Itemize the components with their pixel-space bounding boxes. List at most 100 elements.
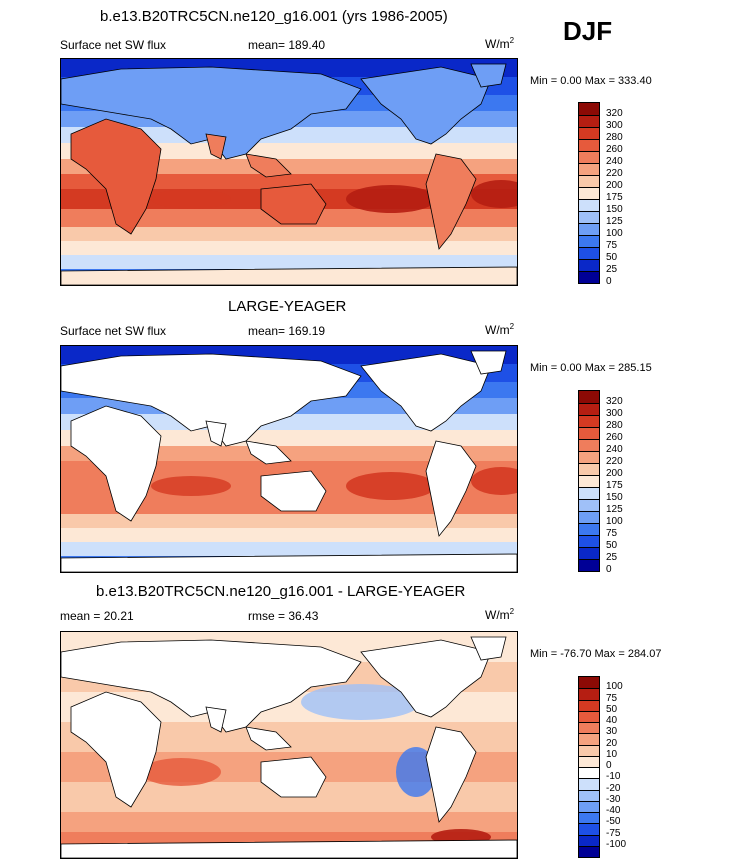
panel1-variable-label: Surface net SW flux (60, 38, 167, 52)
colorbar-swatch (579, 415, 599, 427)
colorbar-tick-label: 125 (606, 216, 623, 227)
colorbar-swatch (579, 523, 599, 535)
panel3-minmax: Min = -76.70 Max = 284.07 (530, 648, 662, 660)
colorbar-swatch (579, 127, 599, 139)
colorbar-swatch (579, 559, 599, 571)
panel3-rmse-label: rmse = 36.43 (248, 609, 319, 623)
colorbar-tick-label: 40 (606, 715, 618, 726)
colorbar-tick-label: -10 (606, 771, 621, 783)
panel2-minmax: Min = 0.00 Max = 285.15 (530, 362, 652, 374)
colorbar-swatch (579, 845, 599, 857)
panel1-mean-label: mean= 189.40 (248, 38, 326, 52)
colorbar-swatch (579, 115, 599, 127)
colorbar-tick-label: 0 (606, 760, 612, 771)
colorbar-tick-label: 320 (606, 108, 623, 119)
panel1-map (60, 58, 518, 286)
colorbar-tick-label: 25 (606, 552, 618, 563)
colorbar-swatch (579, 699, 599, 711)
colorbar-tick-label: -30 (606, 793, 621, 805)
colorbar-swatch (579, 778, 599, 790)
colorbar-swatch (579, 475, 599, 487)
colorbar-swatch (579, 812, 599, 824)
colorbar-swatch (579, 391, 599, 403)
colorbar-tick-label: 0 (606, 276, 612, 287)
colorbar-tick-label: 260 (606, 432, 623, 443)
colorbar-swatch (579, 733, 599, 745)
colorbar-swatch (579, 199, 599, 211)
colorbar-tick-label: 220 (606, 456, 623, 467)
colorbar-tick-label: 175 (606, 192, 623, 203)
colorbar-tick-label: 50 (606, 540, 618, 551)
colorbar-tick-label: 320 (606, 396, 623, 407)
colorbar-tick-label: -20 (606, 782, 621, 794)
colorbar-tick-label: -100 (606, 838, 627, 850)
colorbar-swatch (579, 767, 599, 779)
panel2-units: W/m2 (485, 322, 515, 337)
panel1-minmax: Min = 0.00 Max = 333.40 (530, 75, 652, 87)
colorbar-tick-label: 20 (606, 737, 618, 749)
colorbar-tick-label: 75 (606, 528, 618, 539)
colorbar-tick-label: 175 (606, 480, 623, 491)
colorbar-tick-label: 0 (606, 564, 612, 575)
colorbar-tick-label: 260 (606, 144, 623, 155)
colorbar-tick-label: -50 (606, 816, 621, 828)
panel2-map (60, 345, 518, 573)
colorbar-swatch (579, 755, 599, 767)
colorbar-tick-label: 150 (606, 492, 623, 503)
panel3-mean-label: mean = 20.21 (60, 609, 134, 623)
colorbar-swatch (579, 499, 599, 511)
panel3-title: b.e13.B20TRC5CN.ne120_g16.001 - LARGE-YE… (96, 583, 466, 600)
colorbar-swatch (579, 139, 599, 151)
colorbar-tick-label: 125 (606, 504, 623, 515)
panel3-colorbar (578, 676, 600, 858)
colorbar-tick-label: 100 (606, 228, 623, 239)
colorbar-swatch (579, 823, 599, 835)
colorbar-tick-label: 200 (606, 180, 623, 191)
colorbar-swatch (579, 688, 599, 700)
colorbar-swatch (579, 211, 599, 223)
colorbar-swatch (579, 187, 599, 199)
colorbar-swatch (579, 744, 599, 756)
colorbar-swatch (579, 511, 599, 523)
colorbar-tick-label: 30 (606, 726, 618, 738)
colorbar-swatch (579, 103, 599, 115)
colorbar-swatch (579, 789, 599, 801)
colorbar-tick-label: 50 (606, 252, 618, 263)
colorbar-tick-label: 25 (606, 264, 618, 275)
season-label: DJF (563, 16, 613, 46)
colorbar-swatch (579, 151, 599, 163)
colorbar-swatch (579, 487, 599, 499)
colorbar-tick-label: 220 (606, 168, 623, 179)
colorbar-tick-label: 10 (606, 748, 618, 760)
colorbar-swatch (579, 463, 599, 475)
colorbar-tick-label: 150 (606, 204, 623, 215)
colorbar-tick-label: 280 (606, 420, 623, 431)
colorbar-swatch (579, 800, 599, 812)
colorbar-swatch (579, 677, 599, 689)
colorbar-tick-label: -75 (606, 827, 621, 839)
colorbar-tick-label: 50 (606, 703, 618, 715)
colorbar-tick-label: 100 (606, 681, 623, 693)
colorbar-tick-label: 75 (606, 692, 618, 704)
colorbar-swatch (579, 403, 599, 415)
colorbar-swatch (579, 710, 599, 722)
colorbar-swatch (579, 722, 599, 734)
colorbar-swatch (579, 535, 599, 547)
panel1-title: b.e13.B20TRC5CN.ne120_g16.001 (yrs 1986-… (100, 8, 448, 25)
colorbar-tick-label: 300 (606, 408, 623, 419)
colorbar-swatch (579, 834, 599, 846)
panel1-units: W/m2 (485, 36, 515, 51)
colorbar-tick-label: 300 (606, 120, 623, 131)
colorbar-tick-label: 75 (606, 240, 618, 251)
colorbar-swatch (579, 247, 599, 259)
panel3-units: W/m2 (485, 607, 515, 622)
panel2-variable-label: Surface net SW flux (60, 324, 167, 338)
colorbar-tick-label: 240 (606, 444, 623, 455)
colorbar-swatch (579, 235, 599, 247)
colorbar-tick-label: 240 (606, 156, 623, 167)
colorbar-tick-label: 100 (606, 516, 623, 527)
colorbar-swatch (579, 451, 599, 463)
colorbar-swatch (579, 259, 599, 271)
panel1-colorbar (578, 102, 600, 284)
panel2-mean-label: mean= 169.19 (248, 324, 326, 338)
